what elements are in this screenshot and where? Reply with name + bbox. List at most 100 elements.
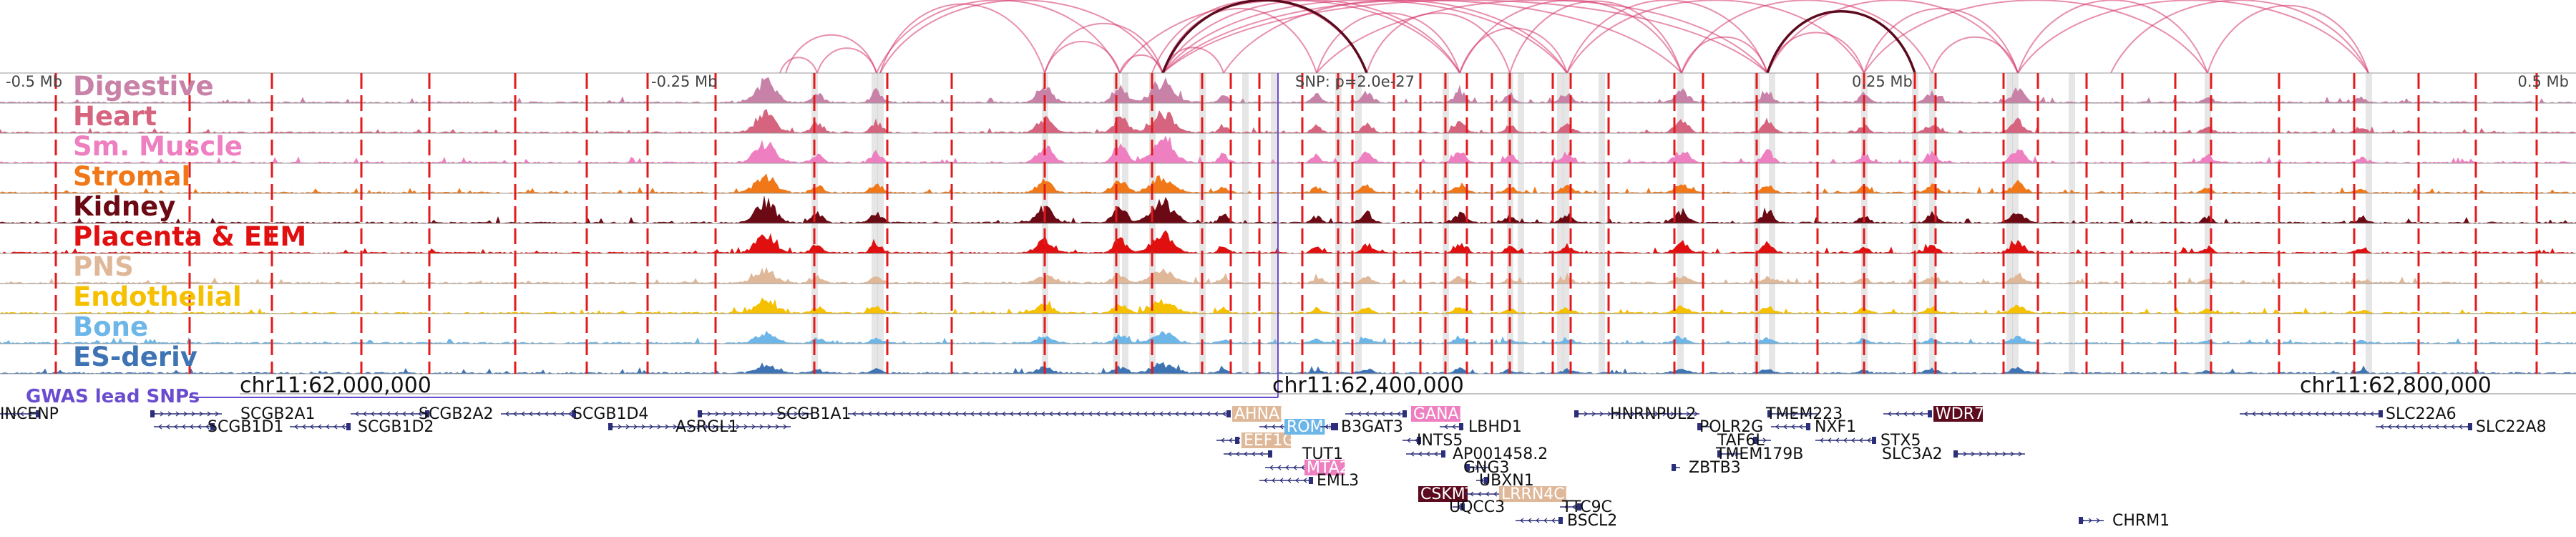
gene-eef1g[interactable]: EEF1G	[1216, 432, 1295, 450]
gene-label: ASRGL1	[675, 418, 738, 436]
snp-position-marks	[54, 73, 2538, 397]
gene-nxf1[interactable]: NXF1	[1771, 418, 1856, 436]
gene-scgb2a2[interactable]: SCGB2A2	[351, 405, 494, 423]
gene-scgb1a1[interactable]: SCGB1A1	[698, 405, 852, 423]
gene-incenp[interactable]: INCENP	[0, 405, 59, 423]
gene-highlight	[1933, 406, 1983, 422]
accessibility-signal	[0, 195, 2576, 224]
gene-label: GANAB	[1413, 405, 1470, 423]
gwas-track: GWAS lead SNPs	[26, 386, 1278, 407]
gene-label: LRRN4CL	[1501, 485, 1574, 503]
gene-label: WDR74	[1936, 405, 1994, 423]
track-label: Kidney	[73, 191, 175, 222]
gene-label: SCGB1D2	[358, 418, 434, 436]
gene-highlight	[1418, 486, 1468, 502]
chromatin-loop	[1566, 0, 1865, 74]
chromatin-loop	[1366, 12, 1511, 74]
coordinate-axis: chr11:62,000,000 chr11:62,400,000 chr11:…	[240, 373, 2576, 398]
gene-lrrn4cl[interactable]: LRRN4CL	[1465, 485, 1574, 503]
gene-label: TAF6L	[1717, 432, 1765, 450]
track-label: Bone	[73, 311, 148, 342]
track-label: Heart	[73, 101, 157, 132]
gene-uqcc3[interactable]: UQCC3	[1449, 498, 1505, 516]
chromatin-loop	[2110, 0, 2369, 74]
gene-label: POLR2G	[1699, 418, 1763, 436]
gene-label: SCGB2A2	[419, 405, 494, 423]
chromatin-loop	[1566, 0, 1768, 74]
gene-b3gat3[interactable]: B3GAT3	[1320, 418, 1403, 436]
chromatin-loop	[879, 3, 1045, 74]
accessibility-signal	[0, 109, 2576, 134]
gene-taf6l[interactable]: TAF6L	[1717, 432, 1771, 450]
chromatin-loop	[1223, 0, 1568, 74]
axis-label-mid-right: 0.25 Mb	[1852, 73, 1913, 90]
gene-lbhd1[interactable]: LBHD1	[1440, 418, 1522, 436]
gene-ganab[interactable]: GANAB	[1345, 405, 1470, 423]
accessibility-signal	[0, 266, 2576, 284]
gene-label: BSCL2	[1567, 512, 1617, 530]
gene-label: UQCC3	[1449, 498, 1505, 516]
gene-label: AP001458.2	[1453, 445, 1548, 463]
gene-bscl2[interactable]: BSCL2	[1516, 512, 1617, 530]
chromatin-loop	[1459, 27, 1568, 74]
gene-highlight	[1499, 486, 1567, 502]
gene-label: SCGB2A1	[240, 405, 316, 423]
gene-asrgl1[interactable]: ASRGL1	[608, 418, 791, 436]
gene-stx5[interactable]: STX5	[1815, 432, 1921, 450]
chromatin-loop	[1162, 0, 1460, 74]
track-label: Sm. Muscle	[73, 131, 243, 162]
gene-zbtb3[interactable]: ZBTB3	[1672, 459, 1741, 477]
gene-label: SCGB1D1	[208, 418, 283, 436]
chromatin-loop	[2207, 4, 2369, 74]
gene-ahnak[interactable]: AHNAK	[848, 405, 1290, 423]
chromatin-loop	[1316, 12, 1460, 74]
chromatin-loop	[1767, 0, 2019, 74]
chromatin-loop	[816, 47, 877, 74]
track-label: PNS	[73, 251, 134, 282]
gene-eml3[interactable]: EML3	[1259, 472, 1359, 490]
accessibility-signal	[0, 297, 2576, 314]
gene-scgb1d1[interactable]: SCGB1D1	[154, 418, 283, 436]
chromatin-loop	[785, 34, 877, 74]
gene-slc22a6[interactable]: SLC22A6	[2240, 405, 2457, 423]
gene-label: SLC3A2	[1882, 445, 1943, 463]
gene-chrm1[interactable]: CHRM1	[2079, 512, 2170, 530]
chromatin-loop	[1044, 22, 1163, 74]
gene-cskmt[interactable]: CSKMT	[1418, 485, 1475, 503]
chromatin-loop	[1931, 36, 2019, 74]
gene-label: TTC9C	[1561, 498, 1612, 516]
gene-scgb1d2[interactable]: SCGB1D2	[290, 418, 434, 436]
axis-label-snp: SNP: p=2.0e-27	[1295, 73, 1415, 90]
gene-slc22a8[interactable]: SLC22A8	[2376, 418, 2547, 436]
gene-scgb1d4[interactable]: SCGB1D4	[501, 405, 648, 423]
track-bone	[0, 313, 2576, 344]
gene-polr2g[interactable]: POLR2G	[1697, 418, 1763, 436]
gene-label: LBHD1	[1468, 418, 1522, 436]
gene-tmem223[interactable]: TMEM223	[1765, 405, 1843, 423]
gene-tmem179b[interactable]: TMEM179B	[1715, 445, 1803, 463]
gene-ints5[interactable]: INTS5	[1402, 432, 1463, 450]
gene-ttc9c[interactable]: TTC9C	[1560, 498, 1612, 516]
gene-gng3[interactable]: GNG3	[1463, 459, 1510, 477]
gene-highlight	[1411, 406, 1460, 422]
track-pns	[0, 253, 2576, 284]
gene-ap001458-2[interactable]: AP001458.2	[1406, 445, 1548, 463]
chromatin-loop-strong	[1161, 0, 1368, 74]
accessibility-signal	[0, 77, 2576, 104]
chromatin-loop	[1509, 0, 1682, 74]
track-label: ES-deriv	[73, 342, 197, 372]
gwas-label: GWAS lead SNPs	[26, 386, 200, 407]
chromatin-loop	[1162, 0, 1682, 74]
chromatin-loop	[1681, 0, 1933, 74]
gene-label: ZBTB3	[1689, 459, 1741, 477]
gene-label: NXF1	[1815, 418, 1856, 436]
gene-scgb2a1[interactable]: SCGB2A1	[150, 405, 316, 423]
axis-label-mid-left: -0.25 Mb	[651, 73, 717, 90]
chromatin-loop	[1044, 41, 1121, 74]
gene-wdr74[interactable]: WDR74	[1883, 405, 1994, 423]
gene-mta2[interactable]: MTA2	[1265, 459, 1350, 477]
gene-hnrnpul2[interactable]: HNRNPUL2	[1574, 405, 1699, 423]
gene-slc3a2[interactable]: SLC3A2	[1882, 445, 2025, 463]
chromatin-loop	[2017, 0, 2369, 74]
